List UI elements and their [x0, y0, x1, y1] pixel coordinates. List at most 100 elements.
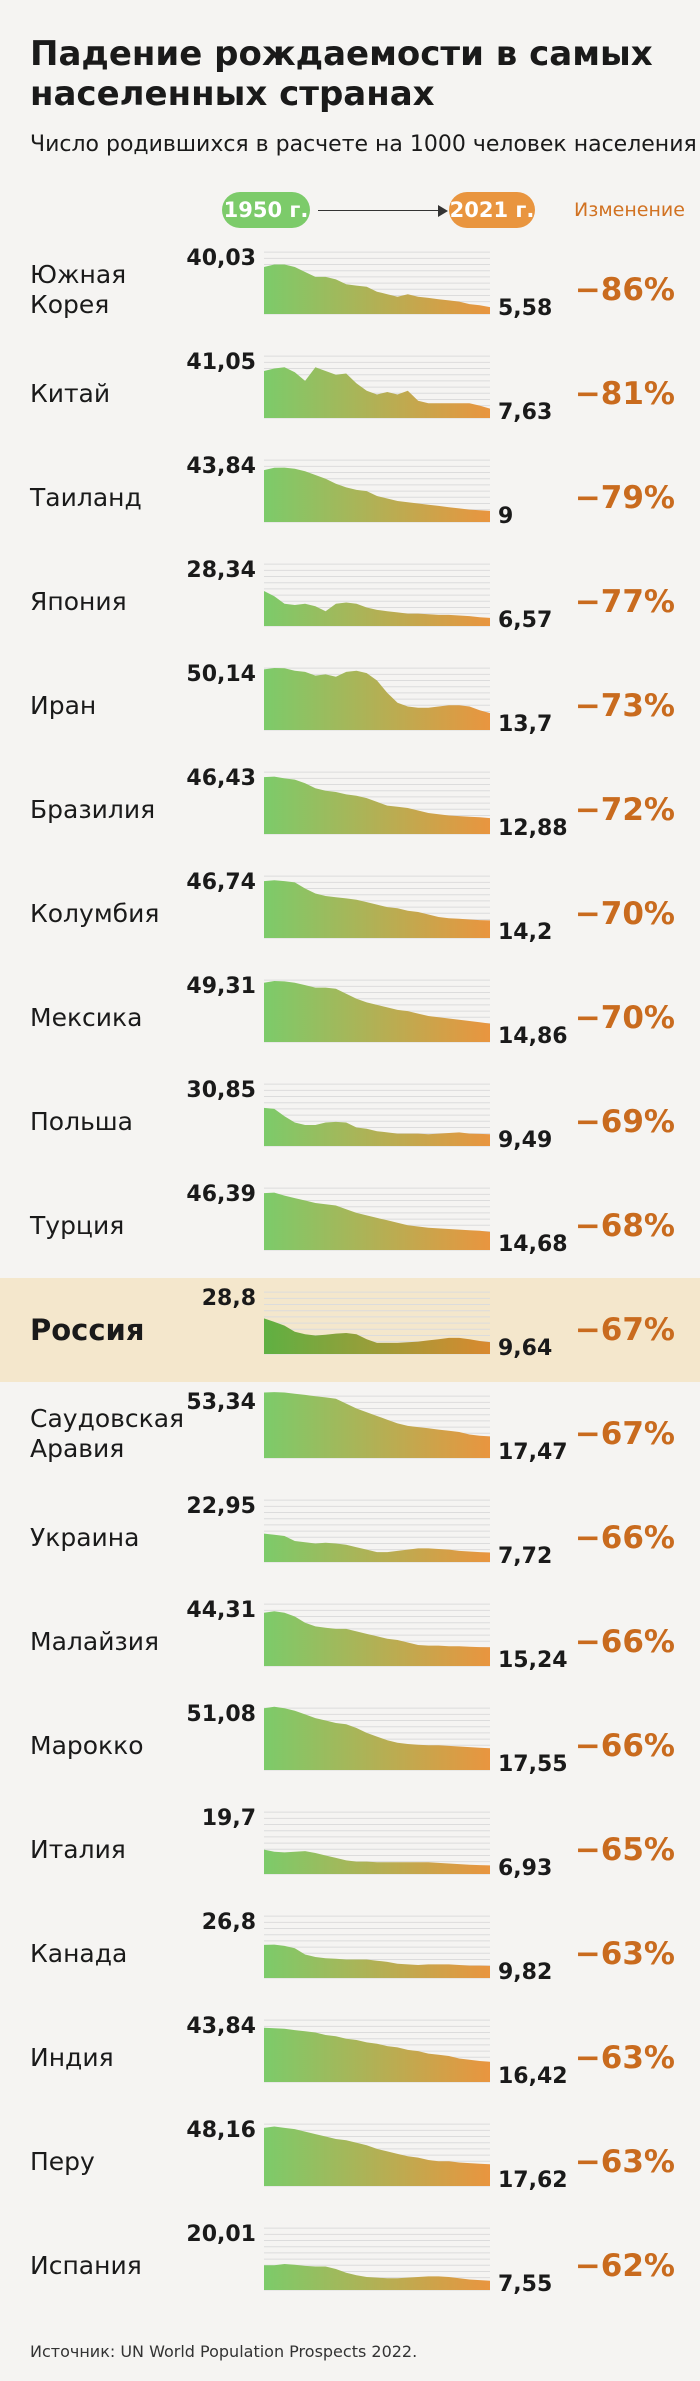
country-row: Канада 26,8 9,82 −63% [0, 1902, 700, 2006]
birth-rate-area [264, 2264, 490, 2290]
value-1950: 22,95 [186, 1494, 256, 1519]
value-2021: 12,88 [498, 816, 568, 841]
birth-rate-area-chart [264, 563, 490, 627]
birth-rate-area-chart [264, 459, 490, 523]
country-row: Япония 28,34 6,57 −77% [0, 550, 700, 654]
birth-rate-area [264, 1192, 490, 1250]
country-row: Саудовская Аравия 53,34 17,47 −67% [0, 1382, 700, 1486]
value-2021: 6,57 [498, 608, 553, 633]
birth-rate-area [264, 367, 490, 418]
value-1950: 50,14 [186, 662, 256, 687]
country-row: Колумбия 46,74 14,2 −70% [0, 862, 700, 966]
page-title: Падение рождаемости в самых населенных с… [30, 34, 653, 114]
birth-rate-area-chart [264, 771, 490, 835]
value-1950: 26,8 [201, 1910, 256, 1935]
birth-rate-area [264, 2126, 490, 2186]
change-percent: −72% [574, 792, 675, 828]
birth-rate-area [264, 880, 490, 938]
birth-rate-area-chart [264, 251, 490, 315]
country-name: Украина [30, 1523, 140, 1552]
change-percent: −73% [574, 688, 675, 724]
country-name: Турция [30, 1211, 125, 1240]
birth-rate-area-chart [264, 875, 490, 939]
birth-rate-area-chart [264, 1392, 490, 1459]
country-row: Украина 22,95 7,72 −66% [0, 1486, 700, 1590]
value-1950: 40,03 [186, 246, 256, 271]
country-name: Малайзия [30, 1627, 160, 1656]
birth-rate-area [264, 1533, 490, 1562]
birth-rate-area [264, 264, 490, 314]
country-name: Перу [30, 2147, 95, 2176]
value-2021: 17,55 [498, 1752, 568, 1777]
birth-rate-area-chart [264, 1083, 490, 1147]
change-percent: −65% [574, 1832, 675, 1868]
value-1950: 46,39 [186, 1182, 256, 1207]
change-percent: −70% [574, 896, 675, 932]
value-2021: 9,82 [498, 1960, 553, 1985]
change-percent: −81% [574, 376, 675, 412]
value-1950: 49,31 [186, 974, 256, 999]
change-percent: −66% [574, 1520, 675, 1556]
value-1950: 53,34 [186, 1390, 256, 1415]
birth-rate-area-chart [264, 1291, 490, 1355]
birth-rate-area-chart [264, 1603, 490, 1667]
country-name: Саудовская Аравия [30, 1404, 185, 1463]
birth-rate-area [264, 1107, 490, 1146]
value-1950: 20,01 [186, 2222, 256, 2247]
change-column-header: Изменение [574, 199, 685, 221]
change-percent: −68% [574, 1208, 675, 1244]
country-name: Колумбия [30, 899, 160, 928]
birth-rate-area-chart [264, 1706, 490, 1771]
country-name: Италия [30, 1835, 126, 1864]
change-percent: −63% [574, 2040, 675, 2076]
birth-rate-area [264, 1944, 490, 1978]
arrow-line [318, 210, 440, 211]
change-percent: −67% [574, 1312, 675, 1348]
value-2021: 9,64 [498, 1336, 553, 1361]
country-row: Мексика 49,31 14,86 −70% [0, 966, 700, 1070]
country-name: Польша [30, 1107, 134, 1136]
birth-rate-area [264, 981, 490, 1042]
country-row: Турция 46,39 14,68 −68% [0, 1174, 700, 1278]
country-name: Иран [30, 691, 97, 720]
birth-rate-area [264, 776, 490, 834]
birth-rate-area [264, 1849, 490, 1874]
change-percent: −79% [574, 480, 675, 516]
change-percent: −77% [574, 584, 675, 620]
value-1950: 51,08 [186, 1702, 256, 1727]
value-1950: 30,85 [186, 1078, 256, 1103]
value-1950: 46,43 [186, 766, 256, 791]
value-2021: 9,49 [498, 1128, 553, 1153]
country-row: Марокко 51,08 17,55 −66% [0, 1694, 700, 1798]
value-1950: 44,31 [186, 1598, 256, 1623]
birth-rate-area [264, 2027, 490, 2082]
value-1950: 41,05 [186, 350, 256, 375]
value-1950: 28,34 [186, 558, 256, 583]
value-1950: 43,84 [186, 454, 256, 479]
value-1950: 19,7 [201, 1806, 256, 1831]
country-name: Китай [30, 379, 111, 408]
birth-rate-area-chart [264, 2227, 490, 2291]
birth-rate-area [264, 1611, 490, 1666]
birth-rate-area-chart [264, 979, 490, 1043]
value-2021: 13,7 [498, 712, 553, 737]
country-name: Испания [30, 2251, 142, 2280]
birth-rate-area [264, 668, 490, 730]
birth-rate-area [264, 1392, 490, 1458]
value-2021: 5,58 [498, 296, 553, 321]
birth-rate-area-chart [264, 1915, 490, 1979]
change-percent: −66% [574, 1728, 675, 1764]
value-1950: 28,8 [201, 1286, 256, 1311]
value-2021: 6,93 [498, 1856, 553, 1881]
country-name: Россия [30, 1313, 145, 1347]
value-2021: 14,2 [498, 920, 553, 945]
country-row: Италия 19,7 6,93 −65% [0, 1798, 700, 1902]
change-percent: −86% [574, 272, 675, 308]
country-row: Китай 41,05 7,63 −81% [0, 342, 700, 446]
country-name: Канада [30, 1939, 128, 1968]
value-2021: 17,62 [498, 2168, 568, 2193]
birth-rate-area-chart [264, 1499, 490, 1563]
change-percent: −69% [574, 1104, 675, 1140]
country-name: Мексика [30, 1003, 143, 1032]
country-row: Бразилия 46,43 12,88 −72% [0, 758, 700, 862]
